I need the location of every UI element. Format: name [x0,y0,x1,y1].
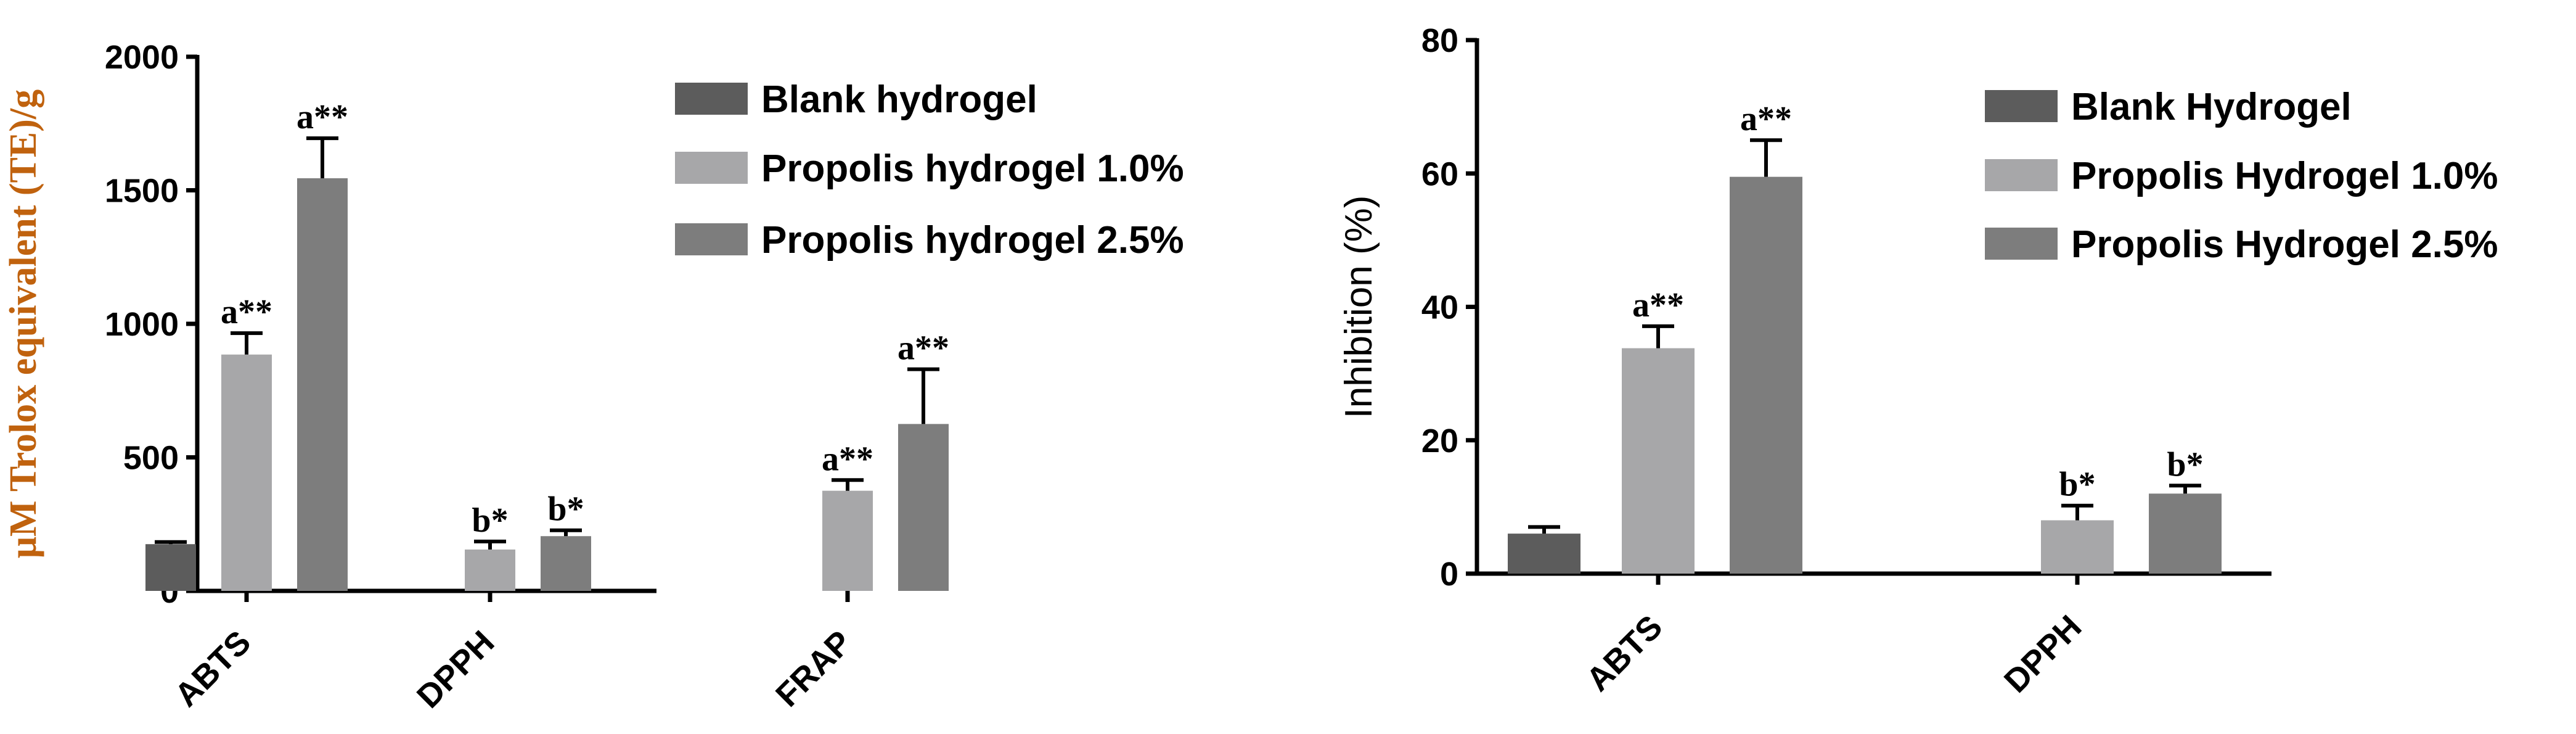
legend-label: Propolis hydrogel 2.5% [761,219,1184,262]
y-tick-label: 1000 [105,306,179,343]
bar-propolis-hydrogel-2-5--abts [1730,176,1802,574]
bar-propolis-hydrogel-2-5--frap [898,424,949,591]
y-tick-label: 2000 [105,39,179,76]
legend-label: Propolis Hydrogel 1.0% [2071,155,2498,197]
y-tick-label: 60 [1421,155,1458,192]
significance-annotation: a** [221,293,272,331]
legend: Blank Hydrogel Propolis Hydrogel 1.0% Prop… [1985,86,2498,266]
significance-annotation: b* [472,501,508,540]
bar-propolis-hydrogel-2-5--abts [297,178,348,591]
bar-blank-hydrogel-abts [145,544,196,591]
bar-propolis-hydrogel-1-0--frap [822,490,873,591]
legend-swatch [675,83,748,115]
y-tick-label: 0 [1440,556,1458,593]
y-axis-label: Inhibition (%) [1338,196,1380,419]
x-category-label: ABTS [1579,608,1669,698]
legend-label: Propolis hydrogel 1.0% [761,147,1184,190]
legend: Blank hydrogel Propolis hydrogel 1.0% Prop… [675,78,1184,262]
significance-annotation: a** [1632,286,1684,324]
y-tick-label: 80 [1421,22,1458,59]
x-category-label: DPPH [410,624,502,715]
x-category-label: ABTS [168,624,258,714]
legend-swatch [1985,90,2058,122]
significance-annotation: b* [2167,445,2203,484]
x-category-label: DPPH [1997,608,2089,700]
significance-annotation: a** [296,98,348,136]
significance-annotation: a** [1740,100,1792,138]
significance-annotation: a** [898,329,949,368]
legend-label: Blank Hydrogel [2071,86,2352,128]
significance-annotation: a** [822,440,873,478]
legend-swatch [1985,159,2058,191]
legend-swatch [1985,228,2058,260]
legend-swatch [675,223,748,255]
bar-propolis-hydrogel-1-0--abts [221,354,272,591]
bar-propolis-hydrogel-2-5--dpph [541,536,591,591]
bar-propolis-hydrogel-1-0--dpph [465,549,515,591]
bar-blank-hydrogel-abts [1508,534,1580,574]
bar-propolis-hydrogel-1-0--dpph [2041,520,2114,574]
chart-panel-2: 0 20 40 60 80 Inhibition (%) ABTS DPPH a** a** b* b… [1338,22,2498,700]
y-tick-label: 1500 [105,173,179,210]
legend-swatch [675,152,748,184]
significance-annotation: b* [2059,466,2095,504]
y-axis-label: μM Trolox equivalent (TE)/g [2,89,44,558]
legend-label: Blank hydrogel [761,78,1037,121]
bar-propolis-hydrogel-2-5--dpph [2149,493,2222,574]
legend-label: Propolis Hydrogel 2.5% [2071,223,2498,266]
y-tick-label: 40 [1421,289,1458,326]
y-tick-label: 20 [1421,423,1458,460]
x-category-label: FRAP [769,624,859,714]
y-tick-label: 500 [123,440,179,477]
significance-annotation: b* [547,490,584,529]
bar-propolis-hydrogel-1-0--abts [1622,348,1695,574]
